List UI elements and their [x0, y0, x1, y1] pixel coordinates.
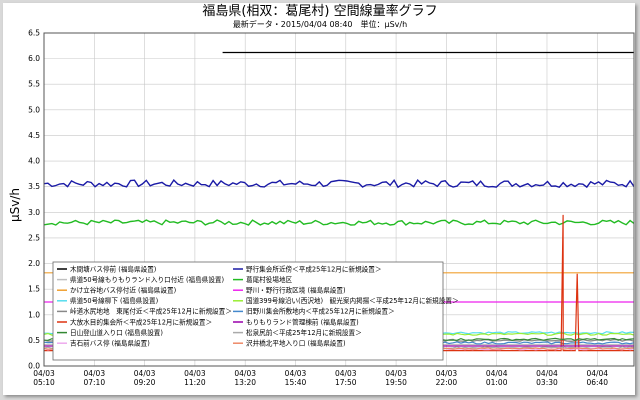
x-tick-date: 04/03	[33, 369, 55, 378]
x-tick-time: 01:00	[486, 378, 508, 387]
legend-label: 県道50号線もりもりランド入り口付近 (福島県設置)	[70, 275, 224, 284]
x-tick-time: 11:20	[184, 378, 206, 387]
x-tick-date: 04/03	[184, 369, 206, 378]
y-axis-label: μSv/h	[8, 188, 22, 222]
series-line	[43, 178, 635, 189]
legend-label: 峠道水尻地地 東尾付近＜平成25年12月に新規設置＞	[70, 307, 232, 316]
x-tick-date: 04/04	[486, 369, 508, 378]
y-tick-label: 3.0	[28, 208, 40, 217]
chart-subtitle: 最新データ・2015/04/04 08:40 単位：μSv/h	[233, 19, 407, 29]
y-tick-label: 5.0	[28, 105, 40, 114]
y-tick-label: 6.5	[28, 29, 40, 38]
legend-label: 葛尾村役場地区	[246, 275, 293, 284]
x-tick-time: 06:40	[586, 378, 608, 387]
plot-area-border	[43, 32, 635, 367]
series-line	[43, 219, 635, 226]
y-tick-label: 4.0	[28, 157, 40, 166]
y-tick-label: 0.0	[28, 362, 40, 371]
legend: 木間塘バス停前 (福島県設置) 県道50号線もりもりランド入り口付近 (福島県設置…	[52, 261, 459, 361]
y-tick-label: 1.0	[28, 310, 40, 319]
legend-box	[52, 261, 444, 361]
x-tick-date: 04/03	[285, 369, 307, 378]
x-tick-date: 04/03	[385, 369, 407, 378]
y-tick-label: 2.0	[28, 259, 40, 268]
x-tick-time: 07:10	[83, 378, 105, 387]
x-tick-time: 22:00	[436, 378, 458, 387]
x-tick-date: 04/03	[83, 369, 105, 378]
legend-label: 国道399号線沿い(西沢地) 観光案内掲揚＜平成25年12月に新規設置＞	[246, 296, 459, 305]
legend-label: 日山登山道入り口 (福島県設置)	[70, 328, 163, 337]
legend-label: 県道50号線柳下 (福島県設置)	[70, 296, 158, 305]
y-tick-label: 1.5	[28, 285, 40, 294]
y-tick-label: 6.0	[28, 54, 40, 63]
legend-label: 松泉尻前＜平成25年12月に新規設置＞	[246, 328, 362, 337]
legend-label: 吉石前バス停 (福島県設置)	[70, 339, 150, 348]
legend-label: もりもりランド管理棟前 (福島県設置)	[246, 317, 359, 326]
x-tick-time: 03:30	[536, 378, 558, 387]
y-tick-label: 0.5	[28, 336, 40, 345]
x-tick-date: 04/04	[586, 369, 608, 378]
chart-title: 福島県(相双：葛尾村) 空間線量率グラフ	[202, 3, 437, 19]
x-tick-time: 05:10	[33, 378, 55, 387]
x-tick-time: 15:40	[285, 378, 307, 387]
legend-label: 大放水目的集会所＜平成25年12月に新規設置＞	[70, 317, 212, 326]
y-tick-label: 5.5	[28, 80, 40, 89]
x-tick-time: 19:50	[385, 378, 407, 387]
x-tick-time: 09:20	[134, 378, 156, 387]
x-tick-time: 13:20	[234, 378, 256, 387]
legend-label: 木間塘バス停前 (福島県設置)	[70, 264, 156, 273]
x-tick-date: 04/03	[335, 369, 357, 378]
x-tick-date: 04/03	[134, 369, 156, 378]
legend-label: 野行集会所近傍＜平成25年12月に新規設置＞	[246, 264, 381, 273]
x-tick-date: 04/03	[234, 369, 256, 378]
y-tick-label: 2.5	[28, 233, 40, 242]
legend-label: 旧野川集会所敷地内＜平成25年12月に新規設置＞	[246, 307, 395, 316]
legend-label: 野川・野行行政区境 (福島県設置)	[246, 286, 346, 295]
y-tick-label: 3.5	[28, 182, 40, 191]
legend-label: かけ立谷地バス停付近 (福島県設置)	[70, 286, 176, 295]
x-tick-time: 17:50	[335, 378, 357, 387]
x-tick-date: 04/03	[436, 369, 458, 378]
axis-ticks: 0.0 0.5 1.0 1.5 2.0 2.5 3.0 3.5 4.0 4.5 5.0 5.5 6.0 6…	[28, 29, 608, 388]
x-tick-date: 04/04	[536, 369, 558, 378]
legend-label: 沢井橋北平地入り口 (福島県設置)	[246, 339, 346, 348]
y-tick-label: 4.5	[28, 131, 40, 140]
